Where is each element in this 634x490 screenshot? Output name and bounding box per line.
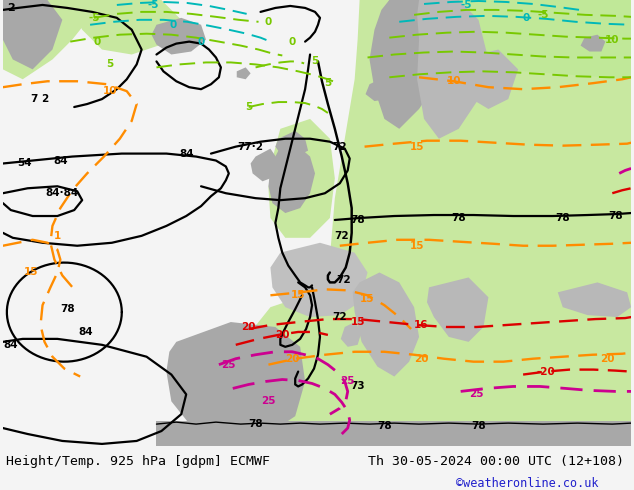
Polygon shape (419, 0, 631, 79)
Text: 5: 5 (107, 59, 113, 70)
Text: 1: 1 (54, 231, 61, 241)
Text: 78: 78 (451, 213, 466, 223)
Text: 0: 0 (197, 37, 205, 47)
Polygon shape (366, 77, 391, 101)
Text: Height/Temp. 925 hPa [gdpm] ECMWF: Height/Temp. 925 hPa [gdpm] ECMWF (6, 455, 270, 468)
Text: 0: 0 (93, 37, 101, 47)
Text: 84·84: 84·84 (46, 188, 79, 198)
Text: 0: 0 (288, 37, 296, 47)
Text: 10: 10 (103, 86, 117, 96)
Text: 20: 20 (285, 354, 299, 364)
Text: 5: 5 (311, 56, 319, 67)
Polygon shape (353, 272, 419, 376)
Polygon shape (454, 49, 518, 109)
Text: 72: 72 (332, 312, 347, 322)
Text: 0: 0 (170, 20, 177, 30)
Polygon shape (152, 18, 206, 54)
Text: -5: -5 (461, 0, 472, 10)
Text: 78: 78 (608, 211, 623, 221)
Text: 78: 78 (555, 213, 570, 223)
Text: 16: 16 (414, 320, 429, 330)
Text: 15: 15 (291, 290, 306, 300)
Polygon shape (341, 322, 361, 347)
Text: Th 30-05-2024 00:00 UTC (12+108): Th 30-05-2024 00:00 UTC (12+108) (368, 455, 624, 468)
Text: 78: 78 (377, 421, 392, 431)
Polygon shape (370, 0, 458, 129)
Text: 0: 0 (522, 13, 529, 23)
Text: 15: 15 (410, 241, 424, 251)
Polygon shape (268, 144, 315, 213)
Text: 10: 10 (446, 76, 461, 86)
Text: -5: -5 (537, 10, 548, 20)
Text: 20: 20 (414, 354, 429, 364)
Polygon shape (3, 0, 92, 79)
Text: 15: 15 (351, 317, 365, 327)
Text: 73: 73 (351, 381, 365, 392)
Text: 25: 25 (340, 376, 355, 387)
Text: 72: 72 (335, 231, 349, 241)
Text: ©weatheronline.co.uk: ©weatheronline.co.uk (456, 477, 599, 490)
Polygon shape (216, 282, 518, 446)
Polygon shape (250, 148, 278, 181)
Text: 20: 20 (600, 354, 614, 364)
Text: 20: 20 (242, 322, 256, 332)
Polygon shape (3, 0, 62, 70)
Text: -5: -5 (148, 0, 159, 10)
Polygon shape (578, 277, 631, 446)
Text: 84: 84 (179, 148, 193, 159)
Text: 10: 10 (605, 35, 619, 45)
Text: -20: -20 (536, 367, 555, 377)
Polygon shape (62, 0, 181, 54)
Polygon shape (558, 282, 631, 317)
Text: 5: 5 (245, 102, 252, 112)
Text: 72: 72 (337, 275, 351, 285)
Polygon shape (275, 131, 308, 157)
Text: 15: 15 (410, 142, 424, 151)
Polygon shape (330, 0, 631, 446)
Text: 0: 0 (265, 17, 272, 27)
Text: -5: -5 (88, 13, 100, 23)
Text: 72: 72 (332, 142, 347, 151)
Polygon shape (271, 243, 368, 317)
Polygon shape (166, 322, 305, 441)
Text: 5: 5 (324, 78, 332, 88)
Polygon shape (427, 277, 488, 342)
Text: 84: 84 (53, 155, 68, 166)
Text: 78: 78 (249, 419, 263, 429)
Text: 77·2: 77·2 (238, 142, 264, 151)
Text: 78: 78 (60, 304, 75, 314)
Text: 15: 15 (23, 268, 38, 277)
Text: 84: 84 (4, 340, 18, 350)
Text: 25: 25 (221, 360, 236, 369)
Text: 7 2: 7 2 (32, 94, 49, 104)
Polygon shape (417, 0, 488, 139)
Polygon shape (268, 119, 335, 238)
Text: 78: 78 (471, 421, 486, 431)
Polygon shape (379, 0, 429, 70)
Polygon shape (581, 35, 605, 51)
Text: 20: 20 (275, 330, 290, 340)
Text: 54: 54 (17, 158, 32, 169)
Text: 25: 25 (261, 396, 276, 406)
Text: 78: 78 (351, 215, 365, 225)
Text: 15: 15 (360, 294, 375, 304)
Text: 84: 84 (79, 327, 93, 337)
Text: 25: 25 (469, 390, 484, 399)
Polygon shape (157, 421, 631, 446)
Text: 2: 2 (7, 3, 15, 13)
Polygon shape (236, 68, 250, 79)
